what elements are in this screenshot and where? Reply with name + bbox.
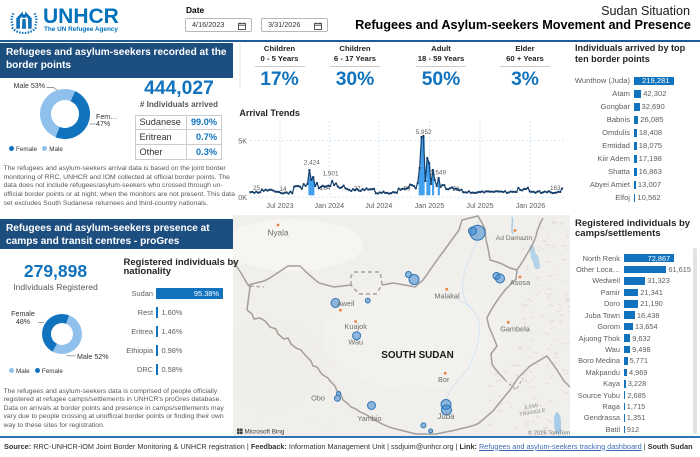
svg-text:Asosa: Asosa [510,278,531,287]
svg-text:1,549: 1,549 [430,170,446,177]
svg-text:Jul 2024: Jul 2024 [365,201,392,210]
svg-text:Wau: Wau [348,337,363,346]
svg-text:Jul 2023: Jul 2023 [266,201,293,210]
svg-text:SOUTH SUDAN: SOUTH SUDAN [381,350,453,361]
svg-text:1,501: 1,501 [323,170,339,177]
svg-text:TRIANGLE: TRIANGLE [519,408,547,419]
svg-text:5K: 5K [238,136,247,145]
svg-text:Ad Damazin: Ad Damazin [496,235,533,242]
svg-text:Kuajok: Kuajok [345,322,368,331]
svg-text:164: 164 [320,185,331,192]
svg-text:Jan 2026: Jan 2026 [516,201,546,210]
svg-text:Malakal: Malakal [434,291,460,300]
svg-text:Bor: Bor [438,375,450,384]
svg-text:Juba: Juba [438,412,456,421]
svg-text:25: 25 [253,185,261,192]
svg-text:5,952: 5,952 [416,129,432,136]
svg-text:Jan 2025: Jan 2025 [415,201,445,210]
svg-text:Jan 2024: Jan 2024 [315,201,345,210]
svg-text:Obo: Obo [311,393,325,402]
svg-text:Yambio: Yambio [357,414,381,423]
svg-text:0K: 0K [238,193,247,202]
svg-text:Gambela: Gambela [500,325,531,334]
svg-text:Microsoft Bing: Microsoft Bing [245,429,285,436]
svg-text:Aweil: Aweil [337,299,355,308]
svg-text:Jul 2025: Jul 2025 [466,201,493,210]
svg-text:14: 14 [279,186,287,193]
svg-text:© 2026 TomTom: © 2026 TomTom [528,429,570,436]
svg-text:ILEMI: ILEMI [524,403,539,411]
svg-text:2,424: 2,424 [304,160,320,167]
svg-text:Nyala: Nyala [267,228,289,238]
svg-text:163: 163 [550,185,561,192]
